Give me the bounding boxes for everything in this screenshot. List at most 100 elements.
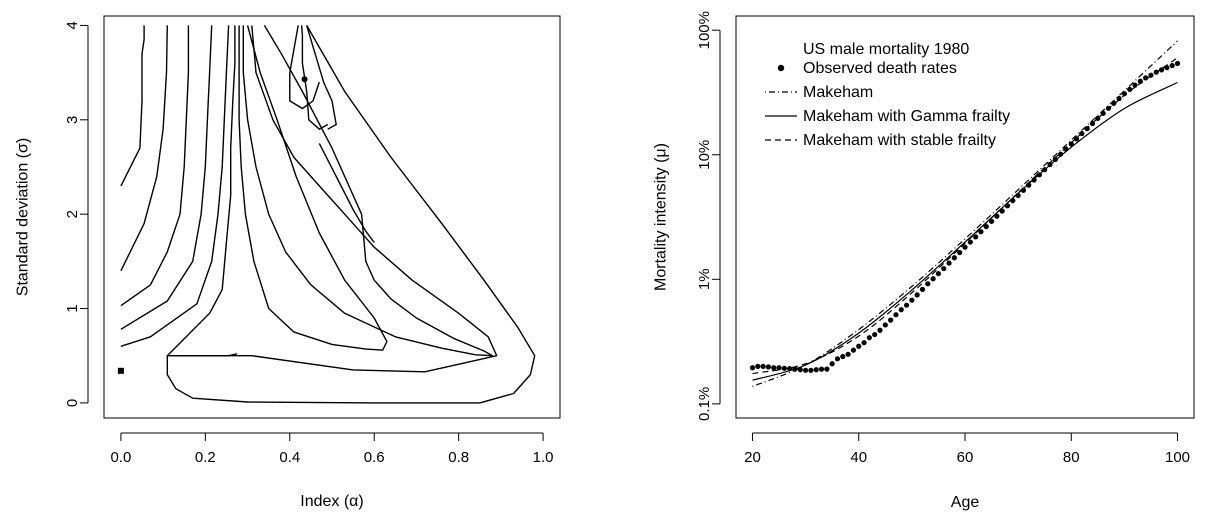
observed-point [829, 361, 835, 367]
observed-point [1004, 203, 1011, 209]
observed-point [749, 365, 756, 371]
observed-point [1111, 100, 1117, 106]
contour-lines [120, 25, 536, 404]
contour-line-13 [318, 143, 375, 243]
observed-point [941, 265, 947, 272]
observed-point [1052, 156, 1058, 162]
observed-point [1143, 75, 1149, 81]
series-line-dotdash [752, 40, 1178, 387]
observed-point [909, 297, 915, 303]
observed-point [962, 244, 968, 250]
contour-point-square [117, 367, 124, 374]
contour-y-axis-label: Standard deviation (σ) [15, 138, 32, 296]
series-line-dashed [752, 57, 1178, 375]
contour-x-tick-label: 0.4 [279, 449, 300, 466]
contour-y-tick-label: 4 [64, 21, 81, 29]
contour-line-10 [289, 25, 320, 110]
mortality-y-tick-label: 0.1% [696, 387, 713, 421]
observed-point [1137, 78, 1143, 84]
observed-point [1084, 126, 1090, 132]
mortality-panel: 20 40 60 80 100 0.1% 1% 10% 100% Age Mortality … [653, 11, 1195, 511]
observed-death-rate-points [749, 60, 1181, 373]
mortality-x-tick-label: 20 [744, 449, 761, 466]
observed-point [866, 335, 872, 341]
observed-point [988, 218, 995, 224]
observed-point [1121, 91, 1127, 97]
mortality-y-tick-label: 1% [696, 268, 713, 290]
series-line-solid [752, 81, 1178, 381]
observed-point [914, 292, 920, 298]
mortality-x-axis: 20 40 60 80 100 [744, 432, 1190, 466]
contour-x-tick-label: 0.6 [364, 449, 385, 466]
contour-plot-frame [103, 15, 561, 419]
contour-line-1 [120, 25, 145, 187]
contour-line-7 [238, 25, 388, 351]
observed-point [978, 229, 984, 235]
observed-point [787, 365, 793, 372]
observed-point [824, 366, 830, 372]
mortality-x-axis-label: Age [951, 494, 980, 511]
observed-point [856, 343, 862, 349]
observed-point [1042, 167, 1048, 173]
legend-entries: Observed death rates Makeham Makeham with … [765, 60, 1010, 149]
contour-line-12 [306, 25, 337, 130]
observed-point [1031, 177, 1037, 183]
observed-point [803, 367, 809, 373]
observed-point [1095, 115, 1101, 121]
contour-x-tick-label: 0.8 [448, 449, 469, 466]
observed-point [930, 276, 936, 282]
mortality-x-tick-label: 80 [1063, 449, 1080, 466]
observed-point [1127, 86, 1133, 92]
contour-x-tick-label: 1.0 [533, 449, 554, 466]
observed-point [1132, 82, 1138, 88]
contour-line-2 [120, 25, 168, 272]
observed-point [861, 340, 867, 346]
mortality-y-axis-label: Mortality intensity (μ) [653, 143, 670, 291]
observed-point [850, 347, 857, 353]
legend-title: US male mortality 1980 [803, 41, 969, 58]
observed-point [1158, 67, 1165, 73]
observed-point [1100, 110, 1106, 116]
observed-point [888, 317, 894, 323]
observed-point [1105, 105, 1112, 111]
observed-point [903, 302, 910, 308]
observed-point [957, 249, 963, 256]
observed-point [1089, 120, 1096, 127]
contour-line-9 [166, 25, 536, 404]
observed-point [781, 365, 787, 371]
contour-x-axis: 0.0 0.2 0.4 0.6 0.8 1.0 [110, 432, 554, 466]
observed-point [834, 356, 841, 362]
observed-point [1116, 95, 1122, 102]
observed-point [1063, 146, 1069, 152]
observed-point [919, 286, 926, 292]
contour-y-tick-label: 2 [64, 210, 81, 218]
observed-point [1164, 65, 1170, 71]
observed-point [1169, 62, 1175, 69]
observed-point [994, 213, 1000, 219]
observed-point [1010, 198, 1016, 204]
contour-line-4 [120, 25, 213, 330]
observed-point [1036, 172, 1042, 178]
observed-point [1015, 192, 1021, 199]
observed-point [946, 260, 952, 266]
observed-point [1174, 60, 1181, 67]
contour-y-axis: 0 1 2 3 4 [64, 21, 89, 407]
observed-point [967, 239, 973, 245]
observed-point [1153, 69, 1159, 75]
observed-point [983, 223, 989, 230]
legend-entry-label: Makeham [803, 84, 873, 101]
observed-point [765, 364, 772, 370]
observed-point [1026, 182, 1032, 188]
observed-point [973, 234, 979, 240]
legend-entry-label: Makeham with Gamma frailty [803, 108, 1010, 125]
mortality-y-tick-label: 10% [696, 140, 713, 170]
contour-panel: 0.0 0.2 0.4 0.6 0.8 1.0 0 1 2 3 4 Index (α) Stand… [15, 15, 561, 510]
contour-x-axis-label: Index (α) [300, 493, 364, 510]
contour-point-circle [301, 76, 308, 83]
contour-line-5 [120, 25, 230, 347]
observed-point [999, 208, 1005, 214]
observed-point [1047, 161, 1053, 168]
mortality-y-tick-label: 100% [696, 11, 713, 49]
observed-point [818, 366, 825, 372]
contour-line-11 [300, 25, 329, 130]
